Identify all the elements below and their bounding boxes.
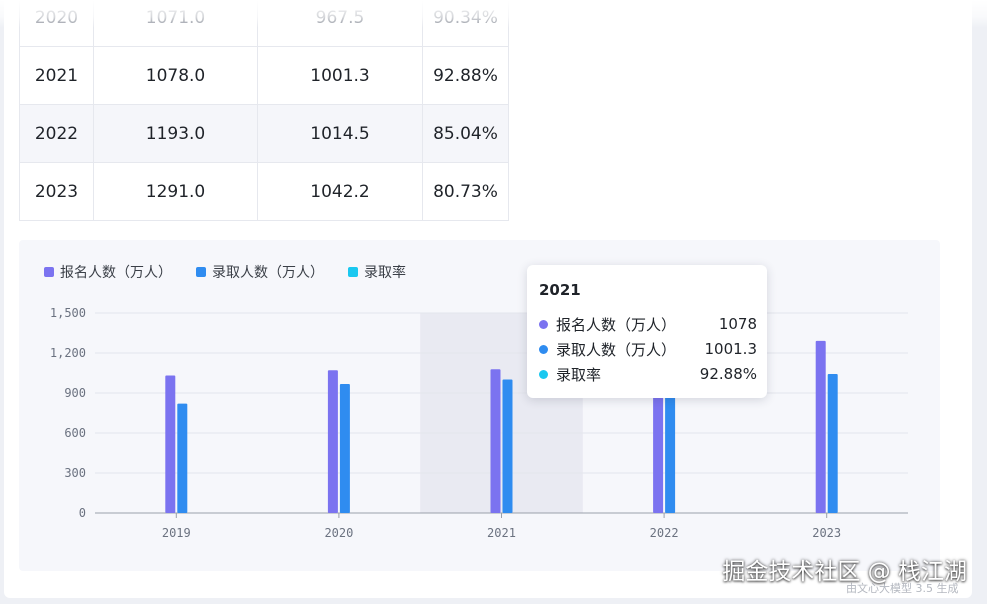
y-tick-label: 0 — [79, 506, 86, 520]
y-tick-label: 300 — [64, 466, 86, 480]
table-cell: 1001.3 — [257, 46, 423, 105]
legend-swatch — [196, 267, 206, 277]
tooltip-label: 录取率 — [556, 365, 602, 384]
tooltip-dot — [539, 319, 548, 329]
x-tick-label: 2022 — [650, 526, 679, 540]
watermark: 掘金技术社区 @ 栈江湖 — [722, 559, 967, 585]
legend-item-rate[interactable]: 录取率 — [348, 262, 406, 282]
bar-admitted — [177, 403, 188, 513]
table-cell: 2022 — [19, 104, 94, 163]
bar-applicants — [490, 369, 501, 513]
tooltip-label: 报名人数（万人） — [556, 315, 677, 334]
table-row: 2022 1193.0 1014.5 85.04% — [19, 104, 509, 163]
y-tick-label: 600 — [64, 426, 86, 440]
table-cell: 85.04% — [422, 104, 509, 163]
chart-legend: 报名人数（万人） 录取人数（万人） 录取率 — [44, 262, 406, 282]
tooltip-dot — [539, 344, 548, 354]
bar-admitted — [502, 379, 513, 513]
legend-item-applicants[interactable]: 报名人数（万人） — [44, 262, 172, 282]
y-tick-label: 1,500 — [50, 306, 86, 320]
table-cell: 1291.0 — [93, 162, 258, 221]
tooltip-label: 录取人数（万人） — [556, 340, 677, 359]
bar-admitted — [665, 377, 676, 513]
bar-applicants — [165, 375, 176, 513]
table-row: 2021 1078.0 1001.3 92.88% — [19, 46, 509, 105]
table-cell: 80.73% — [422, 162, 509, 221]
x-tick-label: 2021 — [487, 526, 516, 540]
bar-admitted — [827, 374, 838, 513]
chart-tooltip: 2021 报名人数（万人） 1078 录取人数（万人） 1001.3 录取率 9… — [527, 265, 767, 398]
legend-label: 录取人数（万人） — [212, 265, 324, 281]
legend-item-admitted[interactable]: 录取人数（万人） — [196, 262, 324, 282]
x-tick-label: 2023 — [812, 526, 841, 540]
y-tick-label: 1,200 — [50, 346, 86, 360]
table-cell: 1042.2 — [257, 162, 423, 221]
tooltip-row-applicants: 报名人数（万人） 1078 — [539, 313, 757, 335]
table-cell: 92.88% — [422, 46, 509, 105]
tooltip-value: 1078 — [718, 315, 757, 333]
tooltip-value: 1001.3 — [704, 340, 758, 358]
legend-label: 录取率 — [364, 265, 406, 281]
tooltip-dot — [539, 369, 548, 379]
table-cell: 1014.5 — [257, 104, 423, 163]
tooltip-value: 92.88% — [699, 365, 757, 383]
bar-applicants — [327, 370, 338, 513]
x-tick-label: 2019 — [162, 526, 191, 540]
tooltip-title: 2021 — [539, 281, 581, 299]
tooltip-row-rate: 录取率 92.88% — [539, 363, 757, 385]
bar-admitted — [339, 384, 350, 513]
bar-applicants — [815, 340, 826, 513]
legend-swatch — [348, 267, 358, 277]
table-cell: 2023 — [19, 162, 94, 221]
legend-swatch — [44, 267, 54, 277]
model-note: 由文心大模型 3.5 生成 — [846, 582, 959, 595]
y-tick-label: 900 — [64, 386, 86, 400]
table-cell: 1193.0 — [93, 104, 258, 163]
legend-label: 报名人数（万人） — [60, 265, 172, 281]
x-tick-label: 2020 — [324, 526, 353, 540]
table-row: 2023 1291.0 1042.2 80.73% — [19, 162, 509, 221]
tooltip-row-admitted: 录取人数（万人） 1001.3 — [539, 338, 757, 360]
